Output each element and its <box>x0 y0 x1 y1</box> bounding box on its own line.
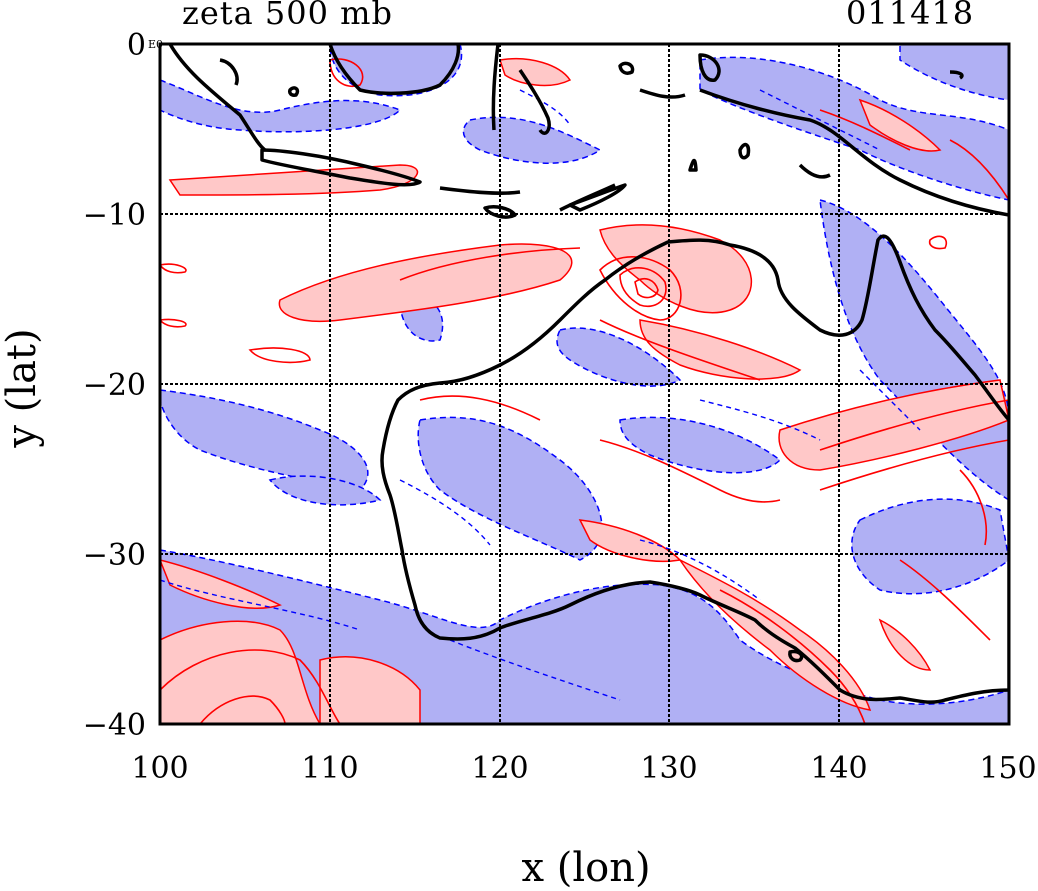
x-tick-label: 110 <box>301 751 358 786</box>
x-tick-label: 140 <box>810 751 867 786</box>
plot-frame <box>158 42 1011 726</box>
negative-contours <box>160 89 921 701</box>
y-tick-label: −40 <box>83 708 146 743</box>
grid-lines <box>160 44 1009 724</box>
x-tick-label: 150 <box>979 751 1036 786</box>
x-axis-label: x (lon) <box>521 845 651 891</box>
y-tick-label: 0 <box>127 28 146 63</box>
x-tick-label: 120 <box>471 751 528 786</box>
y-tick-label: −30 <box>83 538 146 573</box>
plot-title: zeta 500 mb <box>182 0 393 32</box>
positive-contours <box>160 58 1009 724</box>
x-tick-label: 100 <box>131 751 188 786</box>
coastlines <box>168 44 1009 704</box>
y-tick-label: −20 <box>83 368 146 403</box>
x-tick-label: 130 <box>640 751 697 786</box>
plot-area <box>160 44 1009 724</box>
y-tick-label: −10 <box>83 198 146 233</box>
plot-timestamp: 011418 <box>846 0 975 32</box>
y-tick-labels: 0 −10 −20 −30 −40 <box>83 28 146 743</box>
x-tick-labels: 100 110 120 130 140 150 <box>131 751 1036 786</box>
corner-label: E0 <box>148 38 163 51</box>
